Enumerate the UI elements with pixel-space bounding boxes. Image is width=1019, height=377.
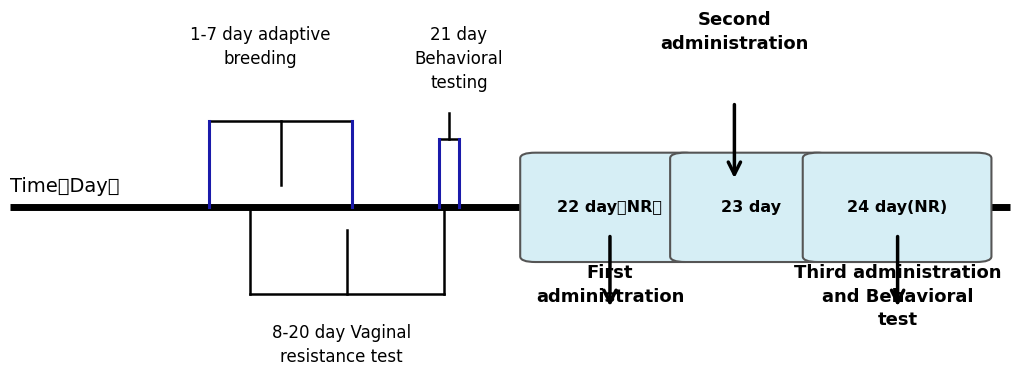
Text: 1-7 day adaptive
breeding: 1-7 day adaptive breeding — [190, 26, 330, 68]
Text: 21 day
Behavioral
testing: 21 day Behavioral testing — [415, 26, 502, 92]
Text: 8-20 day Vaginal
resistance test: 8-20 day Vaginal resistance test — [272, 324, 411, 366]
Text: First
administration: First administration — [535, 264, 684, 305]
Text: Second
administration: Second administration — [659, 11, 808, 53]
Text: 24 day(NR): 24 day(NR) — [846, 200, 947, 215]
Text: Third administration
and Behavioral
test: Third administration and Behavioral test — [793, 264, 1001, 329]
Text: Time（Day）: Time（Day） — [10, 177, 119, 196]
FancyBboxPatch shape — [520, 153, 698, 262]
FancyBboxPatch shape — [802, 153, 990, 262]
Text: 23 day: 23 day — [720, 200, 780, 215]
FancyBboxPatch shape — [669, 153, 830, 262]
Text: 22 day（NR）: 22 day（NR） — [556, 200, 661, 215]
